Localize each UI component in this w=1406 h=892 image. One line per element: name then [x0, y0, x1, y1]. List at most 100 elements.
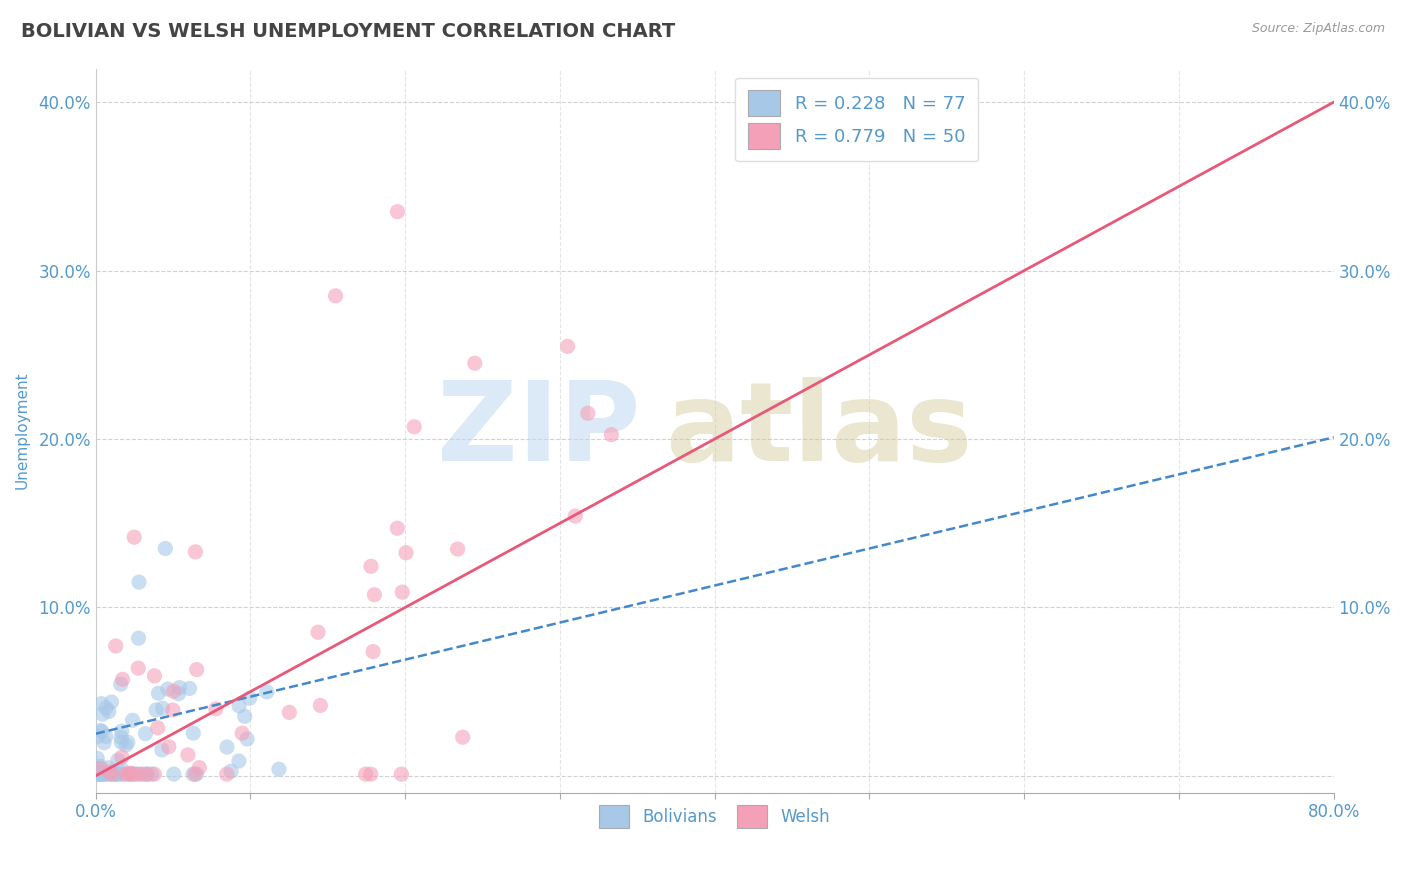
Point [163, 767, 186, 781]
Point [143, 767, 166, 781]
Point [233, 709, 256, 723]
Point [111, 750, 134, 764]
Point [89, 767, 111, 781]
Point [90, 724, 112, 739]
Point [104, 639, 127, 653]
Point [256, 685, 278, 699]
Point [236, 731, 259, 746]
Point [387, 521, 409, 535]
Point [360, 767, 382, 781]
Point [86, 761, 108, 775]
Point [267, 762, 290, 776]
Point [228, 754, 250, 768]
Point [135, 767, 157, 781]
Point [205, 702, 228, 716]
Point [354, 767, 377, 781]
Point [111, 763, 134, 777]
Point [100, 767, 122, 781]
Point [162, 703, 184, 717]
Point [129, 767, 152, 781]
Point [576, 406, 599, 420]
Point [90, 767, 112, 781]
Point [157, 739, 180, 754]
Point [115, 738, 138, 752]
Point [360, 559, 382, 574]
Point [215, 767, 238, 781]
Point [557, 339, 579, 353]
Point [94, 730, 117, 744]
Point [446, 542, 468, 557]
Point [107, 753, 129, 767]
Point [89, 767, 111, 781]
Point [387, 204, 409, 219]
Text: atlas: atlas [665, 377, 973, 484]
Point [122, 530, 145, 544]
Point [89, 723, 111, 738]
Point [148, 686, 170, 700]
Point [93, 767, 115, 781]
Point [89, 761, 111, 775]
Point [177, 747, 200, 762]
Point [91, 707, 114, 722]
Point [162, 684, 184, 698]
Point [141, 767, 163, 781]
Point [184, 545, 207, 559]
Point [307, 625, 329, 640]
Point [111, 724, 134, 739]
Point [86, 767, 108, 781]
Point [181, 726, 204, 740]
Point [169, 681, 191, 695]
Point [184, 767, 207, 781]
Point [134, 726, 156, 740]
Point [110, 731, 132, 745]
Point [90, 767, 112, 781]
Point [278, 706, 301, 720]
Point [464, 356, 486, 370]
Point [104, 767, 127, 781]
Point [118, 767, 141, 781]
Point [105, 767, 128, 781]
Point [135, 767, 157, 781]
Point [94, 767, 117, 781]
Point [186, 663, 208, 677]
Point [143, 669, 166, 683]
Point [181, 767, 204, 781]
Point [215, 739, 238, 754]
Point [110, 735, 132, 749]
Point [150, 743, 173, 757]
Point [101, 767, 124, 781]
Point [179, 681, 201, 696]
Point [145, 703, 167, 717]
Text: ZIP: ZIP [437, 377, 640, 484]
Point [121, 713, 143, 727]
Point [325, 289, 347, 303]
Point [110, 677, 132, 691]
Legend: Bolivians, Welsh: Bolivians, Welsh [592, 798, 837, 835]
Point [117, 767, 139, 781]
Y-axis label: Unemployment: Unemployment [15, 372, 30, 490]
Point [121, 767, 143, 781]
Point [90, 697, 112, 711]
Point [87, 767, 110, 781]
Point [564, 509, 586, 524]
Point [136, 767, 159, 781]
Point [94, 767, 117, 781]
Point [361, 644, 384, 658]
Point [100, 695, 122, 709]
Point [389, 767, 412, 781]
Point [117, 735, 139, 749]
Point [100, 764, 122, 779]
Point [105, 767, 128, 781]
Point [219, 764, 242, 779]
Point [156, 682, 179, 697]
Point [121, 767, 143, 781]
Point [239, 691, 262, 706]
Text: BOLIVIAN VS WELSH UNEMPLOYMENT CORRELATION CHART: BOLIVIAN VS WELSH UNEMPLOYMENT CORRELATI… [21, 22, 675, 41]
Point [363, 588, 385, 602]
Point [111, 673, 134, 687]
Point [97, 705, 120, 719]
Point [101, 765, 124, 780]
Point [127, 767, 149, 781]
Point [404, 419, 426, 434]
Point [167, 687, 190, 701]
